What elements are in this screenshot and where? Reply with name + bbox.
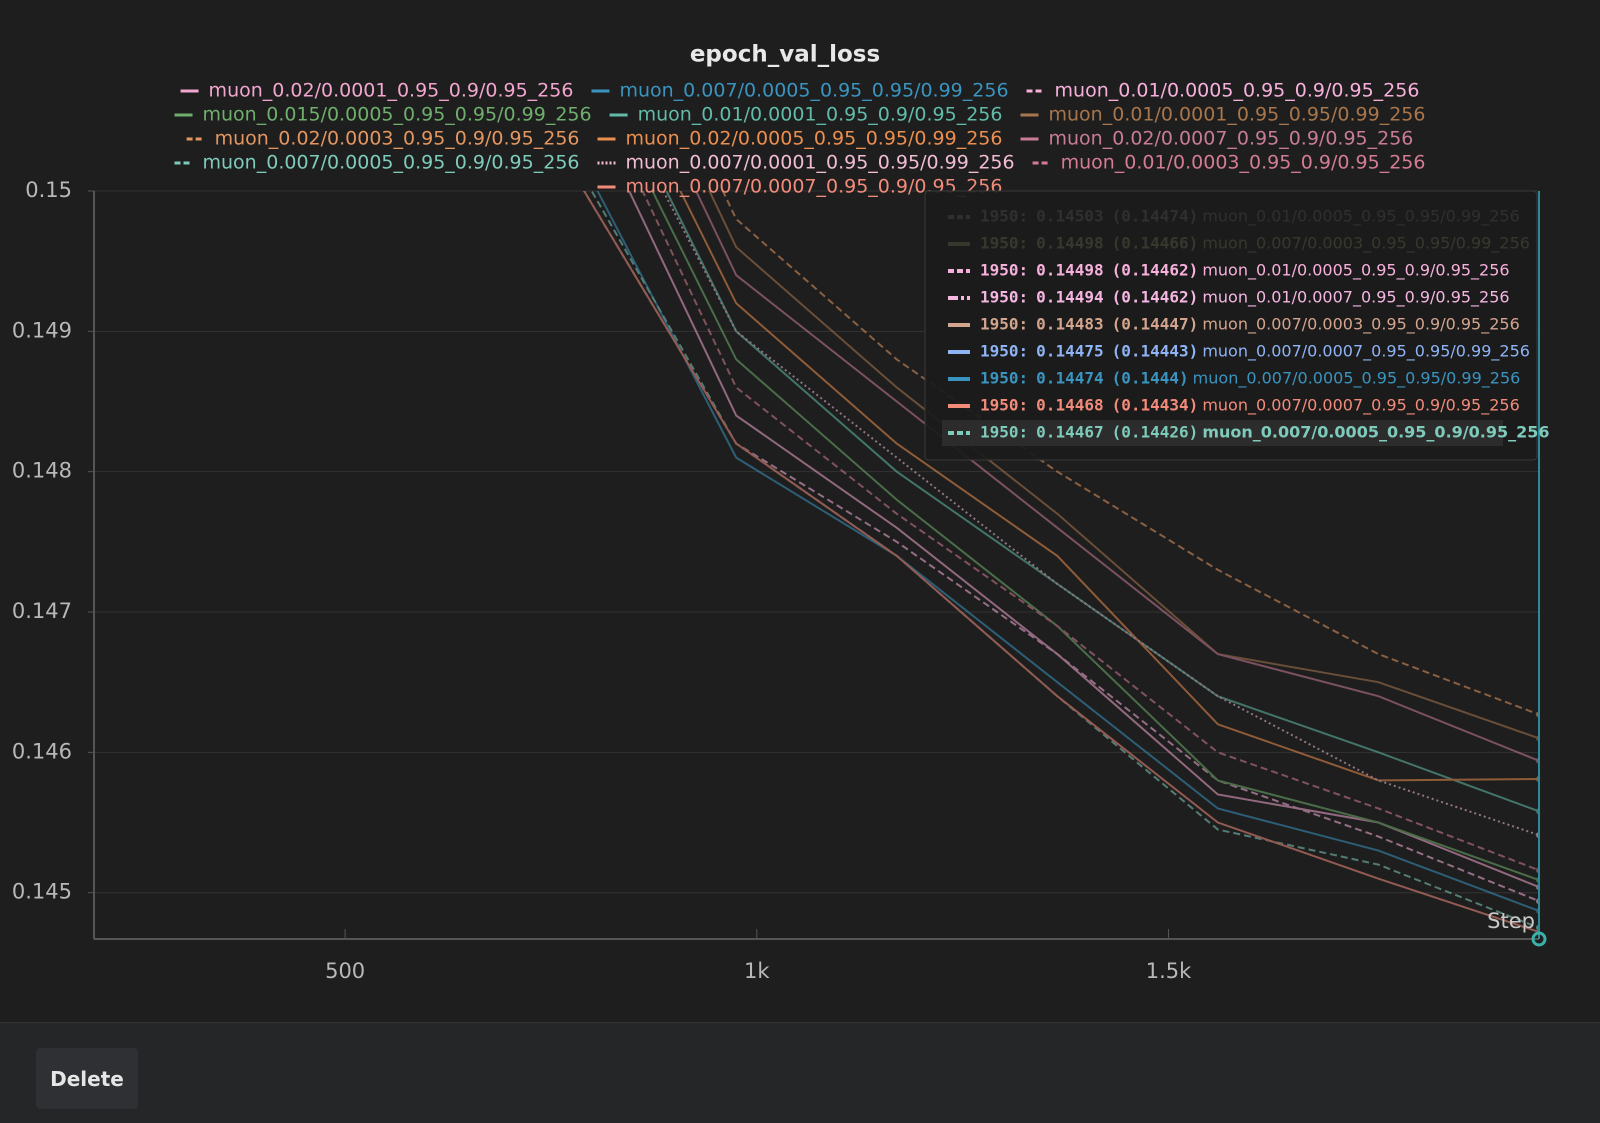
- tooltip-step: 1950:: [980, 315, 1028, 334]
- footer-bar: Delete: [0, 1022, 1600, 1123]
- tooltip-name: muon_0.01/0.0007_0.95_0.9/0.95_256: [1202, 288, 1509, 308]
- legend-label: muon_0.02/0.0001_0.95_0.9/0.95_256: [209, 80, 574, 102]
- chart: epoch_val_loss 0.145 0.146 0.147 0.148 0.149…: [12, 42, 1550, 984]
- tooltip-name: muon_0.007/0.0003_0.95_0.95/0.99_256: [1202, 234, 1530, 254]
- tooltip-step: 1950:: [980, 207, 1028, 226]
- legend-item: muon_0.015/0.0005_0.95_0.95/0.99_256: [174, 104, 592, 126]
- series-line: [694, 191, 1540, 762]
- tooltip-step: 1950:: [980, 234, 1028, 253]
- hover-marker: [1531, 931, 1547, 947]
- tooltip-smoothed: (0.14462): [1112, 261, 1199, 280]
- legend-label: muon_0.01/0.0001_0.95_0.95/0.99_256: [1048, 104, 1425, 126]
- series-line: [721, 191, 1540, 716]
- y-tick-label: 0.149: [12, 318, 72, 342]
- legend-item: muon_0.01/0.0003_0.95_0.9/0.95_256: [1032, 152, 1426, 174]
- legend-item: muon_0.007/0.0001_0.95_0.95/0.99_256: [597, 152, 1015, 174]
- tooltip-name: muon_0.01/0.0005_0.95_0.95/0.99_256: [1202, 207, 1519, 227]
- tooltip-smoothed: (0.14434): [1112, 396, 1199, 415]
- chart-title: epoch_val_loss: [690, 42, 880, 68]
- tooltip-name: muon_0.007/0.0003_0.95_0.9/0.95_256: [1202, 315, 1519, 335]
- x-tick-label: 1k: [744, 959, 770, 983]
- tooltip-smoothed: (0.14466): [1112, 234, 1199, 253]
- legend-item: muon_0.02/0.0007_0.95_0.9/0.95_256: [1020, 128, 1414, 150]
- tooltip-smoothed: (0.14447): [1112, 315, 1199, 334]
- tooltip-step: 1950:: [980, 261, 1028, 280]
- tooltip-value: 0.14494: [1036, 288, 1103, 307]
- tooltip-value: 0.14483: [1036, 315, 1103, 334]
- tooltip-value: 0.14503: [1036, 207, 1103, 226]
- tooltip-name: muon_0.007/0.0005_0.95_0.95/0.99_256: [1193, 369, 1521, 389]
- series-line: [679, 191, 1540, 782]
- legend-label: muon_0.02/0.0005_0.95_0.95/0.99_256: [626, 128, 1003, 150]
- legend-label: muon_0.015/0.0005_0.95_0.95/0.99_256: [203, 104, 592, 126]
- tooltip-value: 0.14475: [1036, 342, 1103, 361]
- x-tick-label: 500: [325, 959, 365, 983]
- legend-label: muon_0.02/0.0007_0.95_0.9/0.95_256: [1049, 128, 1414, 150]
- tooltip-value: 0.14498: [1036, 234, 1103, 253]
- legend-label: muon_0.007/0.0005_0.95_0.9/0.95_256: [203, 152, 580, 174]
- delete-button[interactable]: Delete: [36, 1048, 138, 1109]
- legend-item: muon_0.007/0.0007_0.95_0.9/0.95_256: [597, 176, 1003, 198]
- tooltip-smoothed: (0.1444): [1112, 369, 1189, 388]
- y-tick-label: 0.147: [12, 599, 72, 623]
- legend-label: muon_0.01/0.0005_0.95_0.9/0.95_256: [1055, 80, 1420, 102]
- tooltip-step: 1950:: [980, 369, 1028, 388]
- legend-label: muon_0.01/0.0001_0.95_0.9/0.95_256: [638, 104, 1003, 126]
- y-tick-label: 0.15: [25, 178, 72, 202]
- legend-label: muon_0.007/0.0001_0.95_0.95/0.99_256: [626, 152, 1015, 174]
- legend-item: muon_0.01/0.0001_0.95_0.9/0.95_256: [609, 104, 1003, 126]
- tooltip-name: muon_0.007/0.0007_0.95_0.9/0.95_256: [1202, 396, 1519, 416]
- tooltip-panel: [924, 190, 1538, 461]
- legend-item: muon_0.01/0.0005_0.95_0.9/0.95_256: [1026, 80, 1420, 102]
- legend-item: muon_0.02/0.0003_0.95_0.9/0.95_256: [186, 128, 580, 150]
- tooltip-step: 1950:: [980, 396, 1028, 415]
- tooltip-value: 0.14468: [1036, 396, 1103, 415]
- tooltip-name: muon_0.007/0.0005_0.95_0.9/0.95_256: [1202, 423, 1549, 442]
- y-tick-label: 0.145: [12, 880, 72, 904]
- series-line: [708, 191, 1540, 740]
- tooltip-step: 1950:: [980, 342, 1028, 361]
- series-line: [582, 191, 1540, 933]
- x-axis-label: Step: [1487, 909, 1535, 933]
- tooltip-smoothed: (0.14462): [1112, 288, 1199, 307]
- legend-item: muon_0.02/0.0005_0.95_0.95/0.99_256: [597, 128, 1003, 150]
- legend-label: muon_0.01/0.0003_0.95_0.9/0.95_256: [1061, 152, 1426, 174]
- legend-label: muon_0.007/0.0007_0.95_0.9/0.95_256: [626, 176, 1003, 198]
- legend-item: muon_0.02/0.0001_0.95_0.9/0.95_256: [180, 80, 574, 102]
- tooltip-value: 0.14474: [1036, 369, 1103, 388]
- tooltip-value: 0.14498: [1036, 261, 1103, 280]
- legend-item: muon_0.007/0.0005_0.95_0.95/0.99_256: [591, 80, 1009, 102]
- x-tick-label: 1.5k: [1146, 959, 1192, 983]
- series-line: [662, 191, 1540, 837]
- tooltip-smoothed: (0.14474): [1112, 207, 1199, 226]
- legend-label: muon_0.02/0.0003_0.95_0.9/0.95_256: [215, 128, 580, 150]
- series-line: [596, 191, 1540, 912]
- tooltip-name: muon_0.01/0.0005_0.95_0.9/0.95_256: [1202, 261, 1509, 281]
- tooltip-smoothed: (0.14426): [1112, 423, 1199, 442]
- series-line: [641, 191, 1540, 872]
- y-tick-label: 0.148: [12, 459, 72, 483]
- tooltip-step: 1950:: [980, 288, 1028, 307]
- tooltip-name: muon_0.007/0.0007_0.95_0.95/0.99_256: [1202, 342, 1530, 362]
- tooltip-highlight: [942, 420, 1503, 446]
- tooltip-value: 0.14467: [1036, 423, 1103, 442]
- y-tick-label: 0.146: [12, 739, 72, 763]
- legend-item: muon_0.007/0.0005_0.95_0.9/0.95_256: [174, 152, 580, 174]
- tooltip-smoothed: (0.14443): [1112, 342, 1199, 361]
- legend-label: muon_0.007/0.0005_0.95_0.95/0.99_256: [619, 80, 1008, 102]
- legend-item: muon_0.01/0.0001_0.95_0.95/0.99_256: [1020, 104, 1425, 126]
- tooltip-step: 1950:: [980, 423, 1028, 442]
